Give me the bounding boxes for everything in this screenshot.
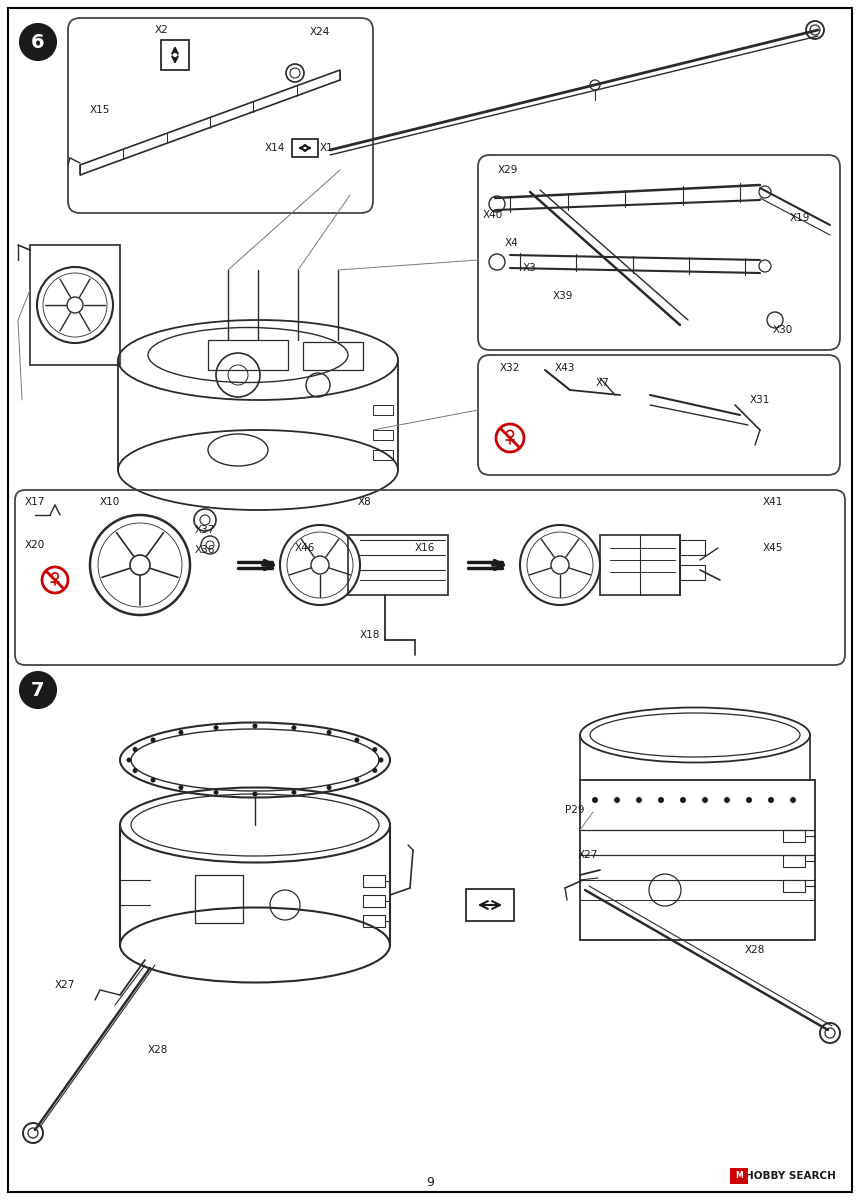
Text: X39: X39 (553, 290, 574, 301)
Circle shape (378, 757, 384, 762)
Text: X27: X27 (578, 850, 599, 860)
Circle shape (592, 797, 598, 803)
Circle shape (746, 797, 752, 803)
Circle shape (213, 725, 218, 730)
Bar (783, 830, 805, 842)
Text: X43: X43 (555, 362, 575, 373)
Text: X31: X31 (750, 395, 771, 404)
Text: 9: 9 (426, 1176, 434, 1188)
Circle shape (680, 797, 686, 803)
Text: X30: X30 (773, 325, 793, 335)
Circle shape (20, 24, 56, 60)
Text: M: M (735, 1171, 743, 1181)
Text: X20: X20 (25, 540, 46, 550)
Circle shape (132, 746, 138, 752)
Circle shape (178, 730, 183, 734)
Text: X2: X2 (155, 25, 169, 35)
Circle shape (253, 792, 257, 797)
Circle shape (150, 778, 156, 782)
Text: X24: X24 (310, 26, 330, 37)
Text: X46: X46 (295, 542, 316, 553)
Text: 7: 7 (31, 680, 45, 700)
Circle shape (702, 797, 708, 803)
Text: HOBBY SEARCH: HOBBY SEARCH (745, 1171, 835, 1181)
Bar (363, 875, 385, 887)
Circle shape (327, 785, 332, 790)
Circle shape (658, 797, 664, 803)
Text: X41: X41 (763, 497, 783, 506)
Bar (783, 880, 805, 892)
Bar (580, 780, 815, 940)
Bar (600, 535, 680, 595)
Bar (292, 139, 318, 157)
Bar (348, 535, 448, 595)
Bar (466, 889, 514, 922)
Text: X19: X19 (790, 214, 810, 223)
Text: X7: X7 (596, 378, 610, 388)
Text: X28: X28 (148, 1045, 169, 1055)
Circle shape (253, 724, 257, 728)
Circle shape (20, 24, 56, 60)
Circle shape (292, 790, 297, 794)
Bar (30, 245, 120, 365)
Circle shape (20, 672, 56, 708)
Text: X14: X14 (265, 143, 286, 152)
Bar (373, 404, 393, 415)
Bar (783, 854, 805, 866)
Bar (363, 914, 385, 926)
Bar (363, 895, 385, 907)
Text: X36: X36 (195, 545, 215, 554)
Text: X8: X8 (358, 497, 372, 506)
Text: X4: X4 (505, 238, 519, 248)
Circle shape (636, 797, 642, 803)
Bar (730, 1168, 748, 1184)
Circle shape (327, 730, 332, 734)
Circle shape (354, 778, 359, 782)
Bar (195, 875, 243, 923)
Circle shape (132, 768, 138, 773)
Text: P29: P29 (565, 805, 585, 815)
Bar (680, 565, 705, 580)
Bar (373, 450, 393, 460)
Circle shape (292, 725, 297, 730)
Text: 6: 6 (31, 32, 45, 52)
Text: X27: X27 (55, 980, 76, 990)
Circle shape (790, 797, 796, 803)
Bar (680, 540, 705, 554)
Text: X32: X32 (500, 362, 520, 373)
Bar (303, 342, 363, 370)
Text: X17: X17 (25, 497, 46, 506)
Circle shape (354, 738, 359, 743)
Text: X3: X3 (523, 263, 537, 272)
Circle shape (372, 768, 378, 773)
Bar (208, 340, 288, 370)
Bar (373, 430, 393, 440)
Text: X29: X29 (498, 164, 519, 175)
Text: X37: X37 (195, 526, 215, 535)
Text: X45: X45 (763, 542, 783, 553)
Text: X10: X10 (100, 497, 120, 506)
Text: X28: X28 (745, 946, 765, 955)
Circle shape (150, 738, 156, 743)
Circle shape (42, 566, 68, 593)
Circle shape (372, 746, 378, 752)
Circle shape (126, 757, 132, 762)
Text: X15: X15 (90, 104, 110, 115)
Text: X16: X16 (415, 542, 435, 553)
Bar (161, 40, 189, 70)
Circle shape (614, 797, 620, 803)
Circle shape (178, 785, 183, 790)
Text: X18: X18 (360, 630, 380, 640)
Circle shape (724, 797, 730, 803)
Circle shape (768, 797, 774, 803)
Text: X1: X1 (320, 143, 334, 152)
Text: X40: X40 (483, 210, 503, 220)
Circle shape (213, 790, 218, 794)
Circle shape (496, 424, 524, 452)
